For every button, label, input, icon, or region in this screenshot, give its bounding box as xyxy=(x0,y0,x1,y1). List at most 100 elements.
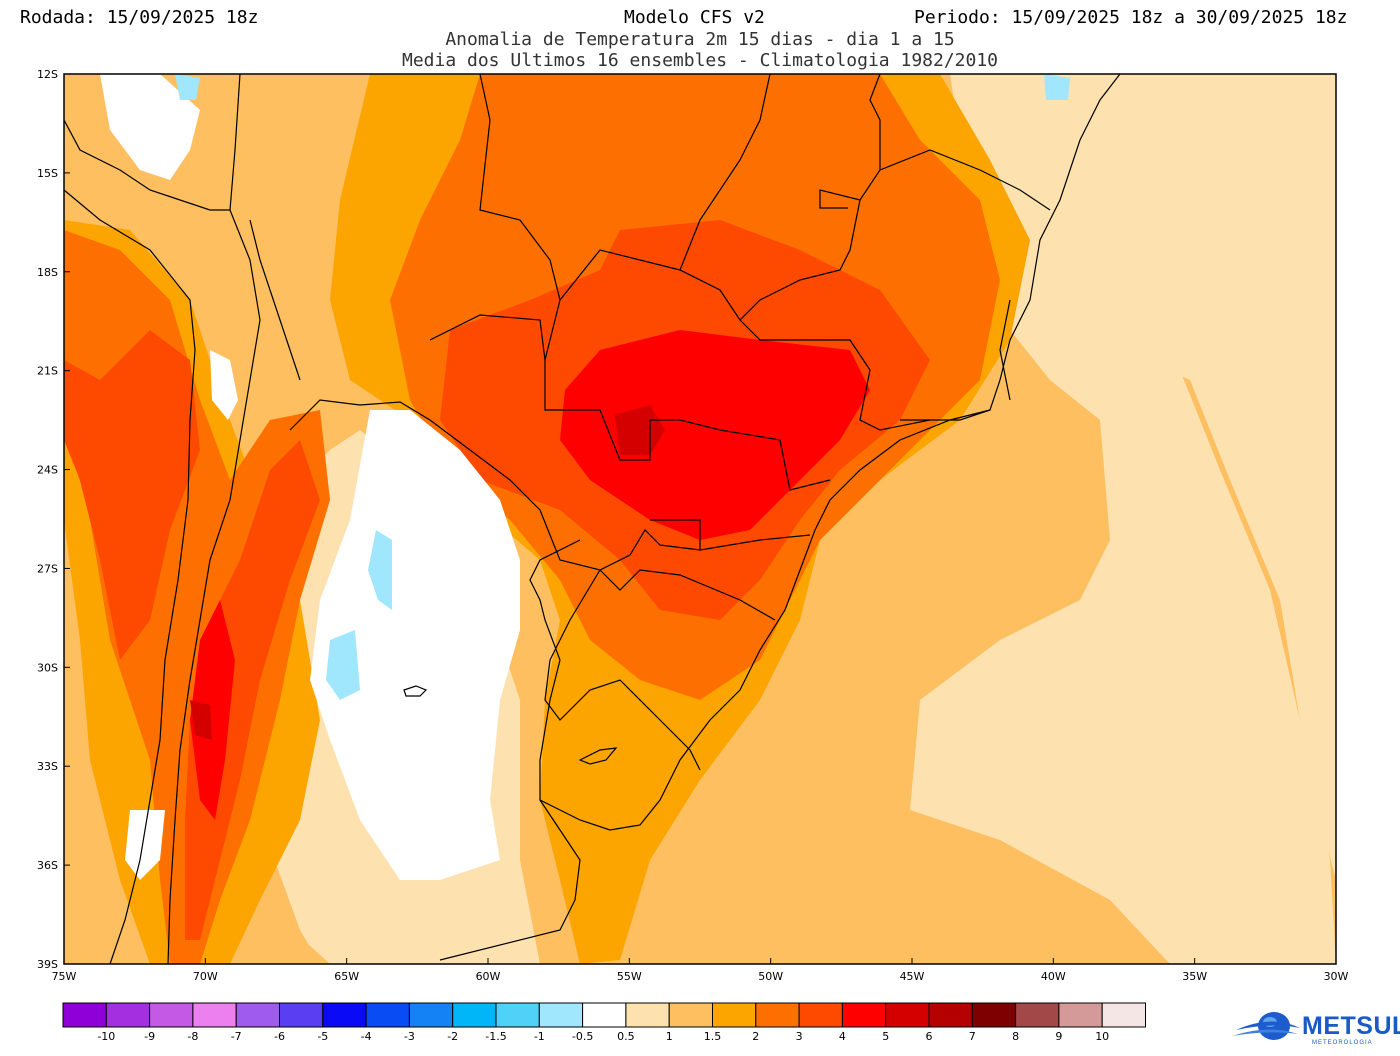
lon-label: 65W xyxy=(334,970,359,983)
colorbar-tick-label: 3 xyxy=(795,1030,803,1043)
latitude-axis: 12S 15S 18S 21S 24S 27S 30S 33S 36S 39S xyxy=(37,68,70,971)
anomaly-zone xyxy=(64,330,200,660)
colorbar-swatch xyxy=(582,1002,627,1028)
lon-label: 60W xyxy=(476,970,501,983)
forecast-period: Periodo: 15/09/2025 18z a 30/09/2025 18z xyxy=(914,7,1348,28)
colorbar-swatch xyxy=(365,1002,410,1028)
colorbar-swatch xyxy=(62,1002,107,1028)
coastline xyxy=(529,73,1121,831)
colorbar-swatch xyxy=(755,1002,800,1028)
colorbar-swatch xyxy=(495,1002,540,1028)
lat-label: 39S xyxy=(37,958,58,971)
colorbar-tick-label: -8 xyxy=(187,1030,199,1043)
lat-label: 15S xyxy=(37,167,58,180)
lat-label: 30S xyxy=(37,661,58,674)
lake xyxy=(403,685,428,697)
colorbar-tick-label: -0.5 xyxy=(571,1030,594,1043)
lat-label: 24S xyxy=(37,464,58,477)
colorbar-tick-label: 6 xyxy=(925,1030,933,1043)
state-border xyxy=(999,299,1011,401)
state-border xyxy=(63,119,230,211)
map-subtitle: Anomalia de Temperatura 2m 15 dias - dia… xyxy=(445,29,955,50)
colorbar-tick-label: 5 xyxy=(882,1030,890,1043)
colorbar-swatch xyxy=(452,1002,497,1028)
country-border xyxy=(289,399,811,571)
coastline xyxy=(63,189,196,965)
map-frame xyxy=(63,73,1337,965)
colorbar xyxy=(62,1002,1146,1028)
state-border xyxy=(249,219,301,381)
colorbar-tick-label: -4 xyxy=(360,1030,372,1043)
coastline xyxy=(439,799,581,961)
colorbar-swatch xyxy=(885,1002,930,1028)
colorbar-tick-label: -2 xyxy=(447,1030,459,1043)
state-border xyxy=(429,314,831,491)
colorbar-tick-label: 4 xyxy=(838,1030,846,1043)
colorbar-swatch xyxy=(149,1002,194,1028)
colorbar-swatch xyxy=(408,1002,454,1028)
colorbar-tick-label: 2 xyxy=(752,1030,760,1043)
lon-label: 55W xyxy=(617,970,642,983)
anomaly-zone xyxy=(310,410,520,880)
colorbar-swatch xyxy=(192,1002,237,1028)
anomaly-zone xyxy=(185,440,320,940)
colorbar-swatch xyxy=(798,1002,843,1028)
anomaly-zone xyxy=(100,74,200,180)
colorbar-tick-label: -10 xyxy=(97,1030,116,1043)
state-border xyxy=(544,299,931,431)
lat-label: 36S xyxy=(37,859,58,872)
colorbar-swatch xyxy=(105,1002,151,1028)
colorbar-tick-label: 9 xyxy=(1055,1030,1063,1043)
longitude-axis: 75W 70W 65W 60W 55W 50W 45W 40W 35W 30W xyxy=(52,958,1349,983)
colorbar-swatch xyxy=(1015,1002,1060,1028)
colorbar-tick-label: -1.5 xyxy=(485,1030,507,1043)
lake xyxy=(578,747,618,765)
anomaly-zone xyxy=(615,405,665,455)
state-border xyxy=(650,189,861,550)
colorbar-swatch xyxy=(1101,1002,1146,1028)
lon-label: 75W xyxy=(52,970,77,983)
country-border xyxy=(599,569,776,621)
run-date: Rodada: 15/09/2025 18z xyxy=(20,7,259,28)
anomaly-field xyxy=(64,74,1336,964)
colorbar-tick-label: 0.5 xyxy=(617,1030,635,1043)
country-border xyxy=(167,73,261,965)
colorbar-swatch xyxy=(322,1002,367,1028)
lat-label: 27S xyxy=(37,562,58,575)
map-subtitle-2: Media dos Ultimos 16 ensembles - Climato… xyxy=(401,50,999,71)
lon-label: 35W xyxy=(1182,970,1207,983)
lat-label: 33S xyxy=(37,760,58,773)
lon-label: 50W xyxy=(758,970,783,983)
colorbar-swatch xyxy=(625,1002,670,1028)
anomaly-zone xyxy=(125,810,165,880)
political-borders xyxy=(63,73,1121,965)
anomaly-zone xyxy=(190,600,235,820)
colorbar-tick-label: -5 xyxy=(317,1030,329,1043)
colorbar-swatch xyxy=(235,1002,280,1028)
lon-label: 70W xyxy=(193,970,218,983)
colorbar-swatch xyxy=(538,1002,584,1028)
colorbar-swatch xyxy=(928,1002,973,1028)
colorbar-swatch xyxy=(712,1002,757,1028)
anomaly-zone xyxy=(175,74,200,100)
colorbar-tick-label: -9 xyxy=(144,1030,156,1043)
colorbar-tick-label: -6 xyxy=(274,1030,285,1043)
lon-label: 30W xyxy=(1324,970,1349,983)
state-border xyxy=(879,149,1051,211)
colorbar-tick-label: -3 xyxy=(403,1030,415,1043)
colorbar-tick-label: 8 xyxy=(1012,1030,1020,1043)
colorbar-tick-label: -1 xyxy=(533,1030,545,1043)
anomaly-zone xyxy=(368,530,392,610)
anomaly-zone xyxy=(210,350,238,420)
colorbar-tick-label: -7 xyxy=(230,1030,242,1043)
model-name: Modelo CFS v2 xyxy=(624,7,765,28)
anomaly-zone xyxy=(1044,74,1070,100)
metsul-logo: METSUL METEOROLOGIA xyxy=(1232,1006,1400,1052)
lon-label: 45W xyxy=(900,970,925,983)
colorbar-swatch xyxy=(841,1002,887,1028)
state-border xyxy=(679,73,771,271)
colorbar-swatch xyxy=(279,1002,324,1028)
state-border xyxy=(900,409,991,421)
colorbar-tick-label: 1 xyxy=(665,1030,673,1043)
